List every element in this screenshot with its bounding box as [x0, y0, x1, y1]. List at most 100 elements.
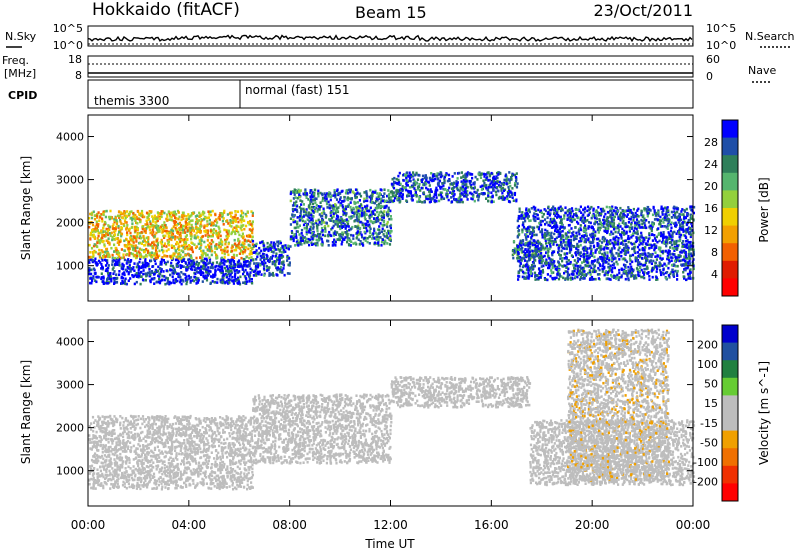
echo-cell: [160, 225, 163, 229]
echo-cell: [135, 235, 139, 238]
echo-cell: [217, 225, 220, 229]
echo-cell: [179, 240, 182, 244]
echo-cell: [225, 275, 228, 279]
echo-cell: [579, 278, 582, 281]
echo-cell: [357, 238, 360, 241]
echo-cell: [336, 223, 339, 226]
echo-cell: [324, 213, 328, 217]
echo-cell: [381, 238, 384, 242]
echo-cell: [267, 268, 270, 271]
echo-cell: [88, 255, 91, 259]
echo-cell: [460, 180, 463, 183]
echo-cell: [372, 221, 375, 224]
echo-cell: [309, 238, 312, 242]
echo-cell: [252, 245, 255, 248]
echo-cell: [185, 282, 188, 286]
echo-cell: [456, 200, 459, 204]
echo-cell: [251, 231, 254, 235]
echo-cell: [286, 256, 289, 259]
echo-cell: [543, 261, 546, 265]
echo-cell: [168, 231, 171, 235]
echo-cell: [157, 230, 160, 234]
echo-cell: [276, 274, 279, 277]
echo-cell: [662, 236, 665, 239]
echo-cell: [381, 227, 384, 231]
echo-cell: [116, 263, 119, 266]
echo-cell: [153, 258, 156, 261]
echo-cell: [376, 228, 380, 231]
echo-cell: [389, 215, 392, 218]
echo-cell: [520, 259, 523, 262]
echo-cell: [220, 281, 223, 284]
echo-cell: [88, 243, 91, 247]
echo-cell: [546, 252, 549, 255]
echo-cell: [557, 235, 560, 238]
echo-cell: [138, 236, 141, 240]
echo-cell: [244, 276, 247, 280]
echo-cell: [104, 281, 107, 285]
echo-cell: [251, 247, 254, 250]
echo-cell: [263, 259, 266, 262]
echo-cell: [649, 243, 652, 247]
echo-cell: [339, 198, 342, 201]
echo-cell: [107, 255, 110, 258]
echo-cell: [210, 234, 213, 238]
echo-cell: [184, 276, 187, 280]
echo-cell: [205, 257, 208, 261]
echo-cell: [409, 192, 413, 195]
echo-cell: [364, 199, 367, 202]
echo-cell: [205, 216, 208, 220]
echo-cell: [352, 206, 355, 210]
echo-cell: [453, 193, 456, 196]
echo-cell: [682, 230, 685, 233]
echo-cell: [207, 266, 210, 269]
echo-cell: [133, 249, 136, 252]
echo-cell: [514, 182, 517, 185]
echo-cell: [239, 218, 242, 222]
echo-cell: [350, 233, 353, 237]
echo-cell: [107, 274, 110, 277]
echo-cell: [601, 237, 604, 241]
echo-cell: [108, 217, 111, 221]
echo-cell: [229, 278, 232, 281]
echo-cell: [377, 244, 380, 247]
echo-cell: [627, 251, 630, 254]
echo-cell: [248, 256, 251, 260]
echo-cell: [241, 265, 244, 269]
echo-cell: [100, 267, 103, 270]
echo-cell: [101, 236, 104, 240]
echo-cell: [171, 264, 174, 268]
echo-cell: [117, 224, 120, 228]
echo-cell: [631, 253, 635, 257]
echo-cell: [258, 251, 261, 255]
echo-cell: [414, 191, 417, 194]
echo-cell: [143, 250, 146, 253]
echo-cell: [477, 198, 480, 202]
echo-cell: [590, 205, 593, 209]
echo-cell: [664, 242, 667, 245]
echo-cell: [125, 226, 128, 230]
echo-cell: [88, 261, 91, 264]
echo-cell: [408, 185, 412, 189]
echo-cell: [646, 267, 649, 270]
echo-cell: [645, 219, 648, 222]
echo-cell: [245, 260, 248, 263]
echo-cell: [389, 238, 392, 242]
echo-cell: [341, 233, 344, 236]
echo-cell: [155, 224, 158, 227]
echo-cell: [108, 232, 111, 235]
echo-cell: [547, 223, 550, 227]
echo-cell: [101, 280, 104, 283]
echo-cell: [376, 217, 379, 220]
echo-cell: [121, 279, 124, 283]
echo-cell: [156, 269, 160, 273]
echo-cell: [189, 247, 192, 251]
echo-cell: [655, 258, 658, 261]
echo-cell: [536, 213, 539, 217]
echo-cell: [564, 270, 567, 273]
echo-cell: [567, 267, 570, 271]
echo-cell: [121, 276, 125, 280]
echo-cell: [277, 267, 281, 271]
echo-cell: [254, 272, 257, 275]
echo-cell: [462, 174, 465, 178]
